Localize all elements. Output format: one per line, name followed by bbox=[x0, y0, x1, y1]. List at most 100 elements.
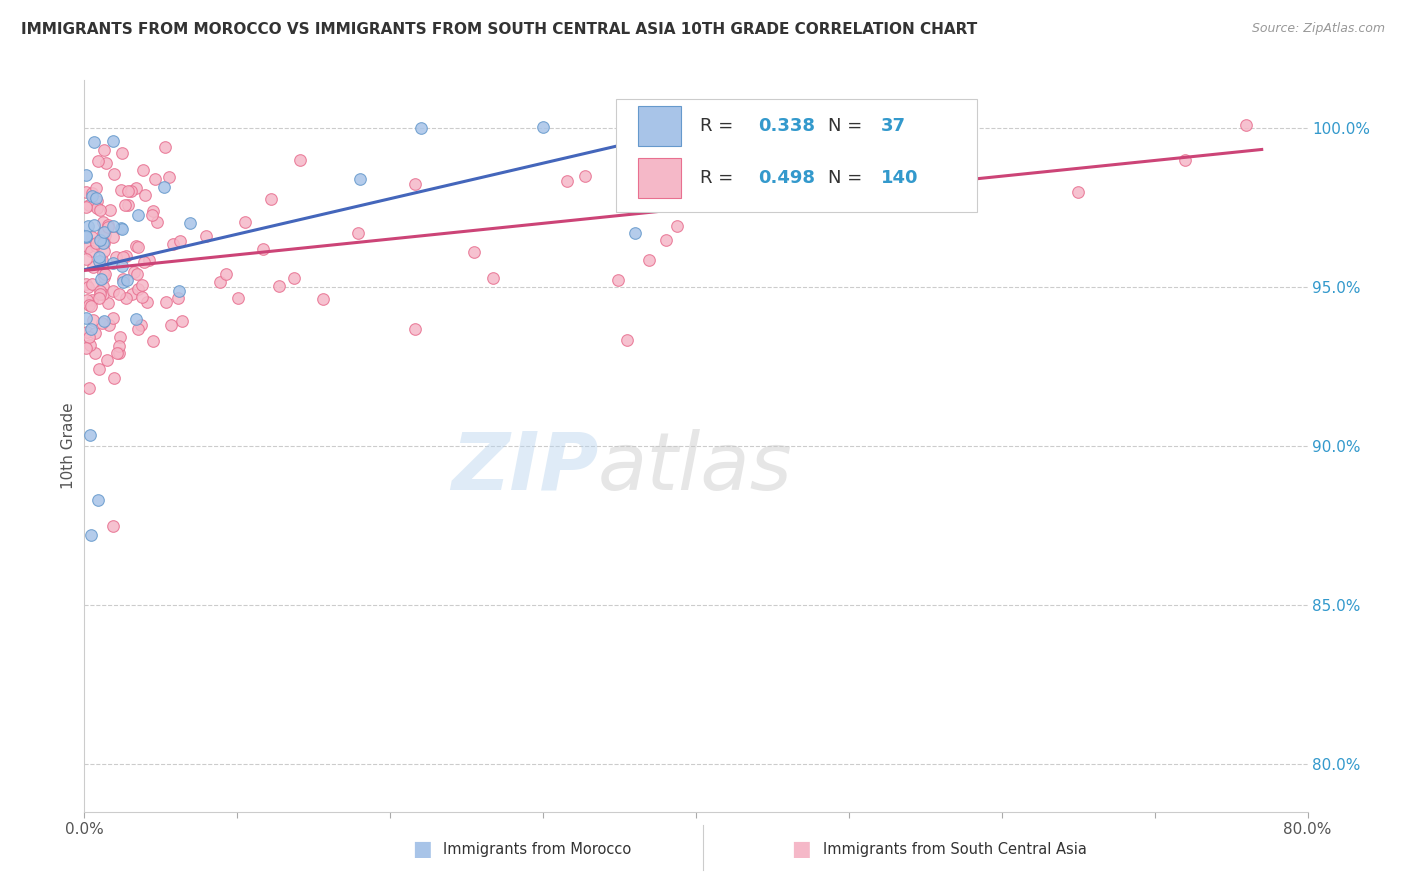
Point bbox=[115, 272, 138, 286]
Text: N =: N = bbox=[828, 169, 868, 187]
Point bbox=[129, 318, 152, 333]
Point bbox=[638, 252, 661, 267]
Point bbox=[531, 120, 554, 134]
Point bbox=[162, 236, 184, 251]
Point bbox=[131, 277, 153, 292]
Y-axis label: 10th Grade: 10th Grade bbox=[60, 402, 76, 490]
Point bbox=[86, 201, 108, 215]
Point bbox=[655, 234, 678, 248]
Point bbox=[90, 253, 112, 268]
Point bbox=[132, 255, 155, 269]
Point bbox=[215, 267, 238, 281]
Point bbox=[93, 244, 115, 258]
Point bbox=[89, 203, 111, 218]
Point bbox=[114, 198, 136, 212]
Point bbox=[640, 184, 662, 198]
Point bbox=[84, 235, 107, 250]
Point bbox=[125, 239, 148, 253]
Point bbox=[87, 153, 110, 168]
Point bbox=[82, 293, 104, 307]
Point bbox=[86, 190, 108, 204]
Point bbox=[115, 249, 138, 263]
Point bbox=[134, 188, 156, 202]
Point bbox=[155, 295, 177, 310]
Point bbox=[838, 112, 860, 126]
Point bbox=[312, 292, 335, 306]
Point bbox=[142, 203, 165, 218]
Text: R =: R = bbox=[700, 117, 738, 135]
Point bbox=[75, 229, 97, 244]
Point bbox=[103, 167, 125, 181]
Point bbox=[269, 278, 291, 293]
Point bbox=[157, 169, 180, 184]
Point bbox=[93, 228, 115, 243]
Point bbox=[101, 518, 124, 533]
Point bbox=[75, 200, 97, 214]
Point bbox=[152, 180, 174, 194]
Point bbox=[97, 218, 120, 232]
Point bbox=[76, 293, 98, 307]
Point bbox=[101, 134, 124, 148]
Point bbox=[93, 230, 115, 244]
Point bbox=[90, 271, 112, 285]
Point bbox=[93, 235, 115, 250]
Point bbox=[283, 271, 305, 285]
Point bbox=[80, 186, 103, 201]
Text: ■: ■ bbox=[412, 839, 432, 859]
Point bbox=[122, 265, 145, 279]
Point bbox=[89, 250, 111, 264]
Point bbox=[91, 265, 114, 279]
Point bbox=[75, 168, 97, 182]
Point bbox=[91, 316, 114, 330]
Point bbox=[127, 208, 149, 222]
Point bbox=[136, 295, 159, 310]
Point bbox=[141, 209, 163, 223]
Text: IMMIGRANTS FROM MOROCCO VS IMMIGRANTS FROM SOUTH CENTRAL ASIA 10TH GRADE CORRELA: IMMIGRANTS FROM MOROCCO VS IMMIGRANTS FR… bbox=[21, 22, 977, 37]
Point bbox=[84, 181, 107, 195]
Point bbox=[84, 239, 107, 253]
Point bbox=[77, 219, 100, 234]
Point bbox=[167, 284, 190, 298]
Point bbox=[105, 250, 128, 264]
Point bbox=[83, 326, 105, 340]
Point bbox=[86, 194, 108, 209]
Point bbox=[108, 330, 131, 344]
Point bbox=[960, 136, 983, 151]
Text: 0.498: 0.498 bbox=[758, 169, 815, 187]
Point bbox=[91, 256, 114, 270]
Point bbox=[111, 272, 134, 286]
Point bbox=[235, 215, 257, 229]
Point bbox=[555, 174, 578, 188]
Point bbox=[83, 135, 105, 149]
Point bbox=[94, 156, 117, 170]
Text: Immigrants from South Central Asia: Immigrants from South Central Asia bbox=[823, 842, 1087, 856]
Point bbox=[82, 260, 104, 274]
Point bbox=[101, 219, 124, 233]
Point bbox=[607, 273, 630, 287]
Text: ■: ■ bbox=[792, 839, 811, 859]
Point bbox=[169, 234, 191, 248]
Point bbox=[110, 221, 132, 235]
Point bbox=[404, 177, 426, 191]
Point bbox=[111, 259, 134, 273]
Text: Immigrants from Morocco: Immigrants from Morocco bbox=[443, 842, 631, 856]
Point bbox=[98, 202, 121, 217]
Point bbox=[195, 229, 218, 244]
Text: Source: ZipAtlas.com: Source: ZipAtlas.com bbox=[1251, 22, 1385, 36]
Point bbox=[103, 284, 125, 298]
Point bbox=[93, 314, 115, 328]
Point bbox=[75, 186, 97, 200]
Point bbox=[75, 230, 97, 244]
Point bbox=[117, 184, 139, 198]
Point bbox=[347, 226, 370, 240]
Point bbox=[83, 346, 105, 360]
Point bbox=[101, 229, 124, 244]
Point bbox=[91, 279, 114, 293]
Text: 0.338: 0.338 bbox=[758, 117, 815, 135]
Point bbox=[167, 291, 190, 305]
Point bbox=[79, 338, 101, 352]
Point bbox=[87, 493, 110, 508]
Point bbox=[89, 287, 111, 301]
Point bbox=[616, 333, 638, 347]
Point bbox=[101, 310, 124, 325]
